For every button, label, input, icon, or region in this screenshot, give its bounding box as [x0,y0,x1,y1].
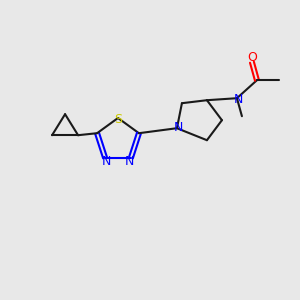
Text: S: S [114,113,122,126]
Text: N: N [101,155,111,168]
Text: N: N [174,121,184,134]
Text: N: N [234,93,244,106]
Text: O: O [247,51,257,64]
Text: N: N [125,155,135,168]
